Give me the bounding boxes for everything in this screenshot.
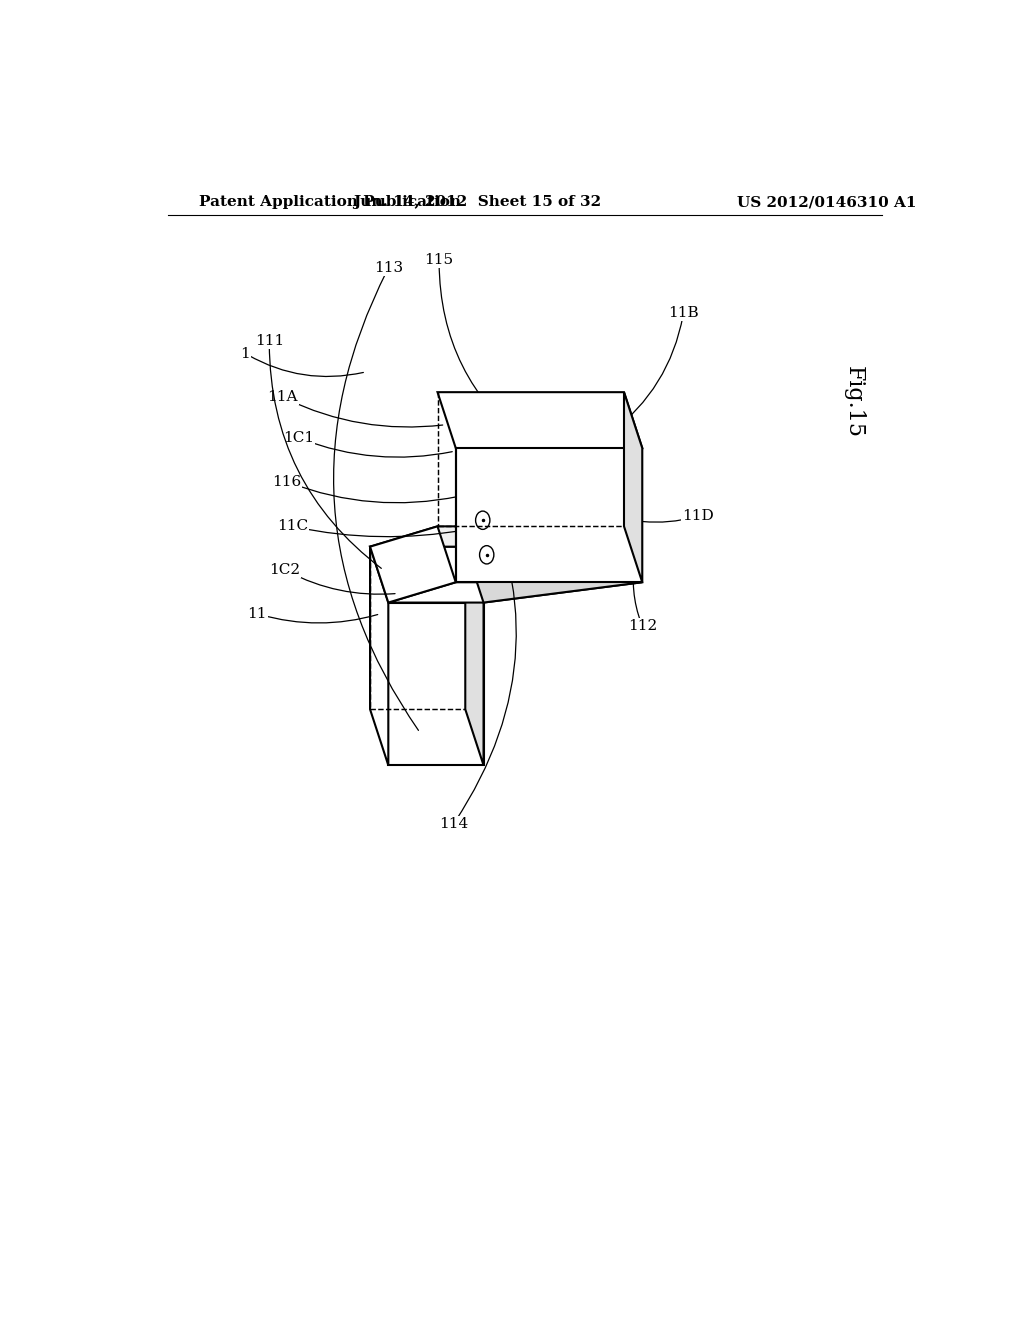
Text: Jun. 14, 2012  Sheet 15 of 32: Jun. 14, 2012 Sheet 15 of 32 (353, 195, 601, 209)
Text: 111: 111 (255, 334, 284, 348)
Polygon shape (388, 582, 642, 602)
Text: 112: 112 (628, 619, 656, 634)
Text: US 2012/0146310 A1: US 2012/0146310 A1 (736, 195, 916, 209)
Polygon shape (370, 546, 483, 602)
Text: 1: 1 (241, 347, 250, 360)
Text: 116: 116 (272, 475, 301, 488)
Text: Patent Application Publication: Patent Application Publication (200, 195, 462, 209)
Polygon shape (465, 546, 483, 766)
Text: 113: 113 (374, 261, 402, 275)
Text: 11A: 11A (267, 391, 298, 404)
Text: 115: 115 (425, 253, 454, 267)
Polygon shape (388, 602, 483, 766)
Polygon shape (465, 527, 642, 602)
Polygon shape (370, 527, 456, 602)
Text: 1C1: 1C1 (283, 430, 314, 445)
Polygon shape (370, 546, 388, 766)
Text: 11: 11 (248, 607, 267, 620)
Text: 11D: 11D (682, 510, 714, 523)
Text: Fig.15: Fig.15 (843, 367, 865, 438)
Text: 11C: 11C (276, 519, 308, 533)
Text: 11B: 11B (669, 306, 698, 319)
Polygon shape (370, 527, 624, 546)
Polygon shape (437, 392, 642, 447)
Text: 1C2: 1C2 (269, 564, 301, 577)
Text: 114: 114 (438, 817, 468, 832)
Polygon shape (624, 392, 642, 582)
Polygon shape (456, 447, 642, 582)
